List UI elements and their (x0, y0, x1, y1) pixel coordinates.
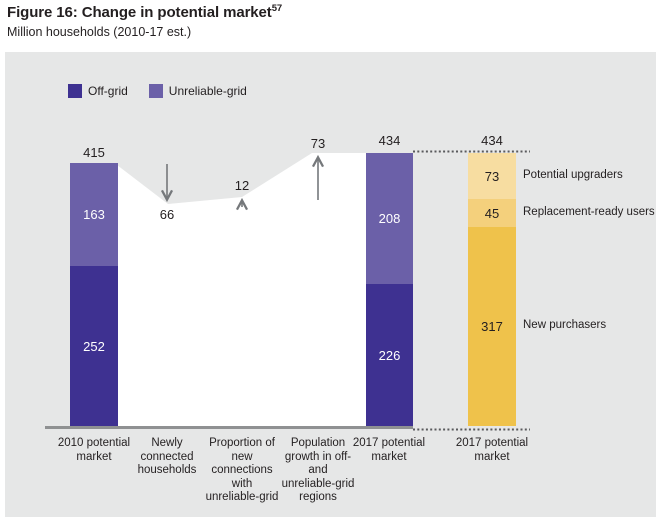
bar-2017-potential-market-grid: 208 226 (366, 153, 413, 426)
change-population-growth-value: 73 (310, 136, 326, 151)
figure-title: Figure 16: Change in potential market57 (7, 3, 282, 21)
legend: Off-grid Unreliable-grid (68, 84, 247, 98)
chart-canvas (45, 150, 530, 431)
label-new-purchasers: New purchasers (523, 319, 607, 331)
legend-item-off-grid: Off-grid (68, 84, 128, 98)
category-2010-potential-market: 2010 potential market (57, 437, 131, 463)
figure-header: Figure 16: Change in potential market57 … (7, 3, 282, 39)
legend-label-unreliable-grid: Unreliable-grid (168, 84, 247, 98)
category-newly-connected-households: Newly connected households (137, 437, 197, 476)
bar-2017-grid-total-label: 434 (378, 133, 401, 148)
bar-2017-customer-total-label: 434 (481, 133, 503, 148)
change-newly-connected-value: 66 (159, 207, 175, 222)
category-2017-potential-market-grid: 2017 potential market (352, 437, 426, 463)
category-2017-potential-market-customer: 2017 potential market (455, 437, 529, 463)
bar-2017-potential-market-customer: 73 45 317 (468, 153, 516, 426)
off-grid-swatch-icon (68, 84, 82, 98)
bar-2017-potential-upgraders-segment: 73 (468, 153, 516, 199)
bar-2010-unreliable-grid-segment: 163 (70, 163, 118, 266)
chart-panel: Off-grid Unreliable-grid 415 163 252 66 … (5, 52, 656, 517)
bar-2017-unreliable-grid-segment: 208 (366, 153, 413, 284)
legend-item-unreliable-grid: Unreliable-grid (148, 84, 247, 98)
bar-2010-off-grid-segment: 252 (70, 266, 118, 426)
bar-2017-new-purchasers-segment: 317 (468, 227, 516, 426)
bar-2010-total-label: 415 (83, 145, 105, 160)
legend-label-off-grid: Off-grid (88, 84, 128, 98)
figure-title-text: Figure 16: Change in potential market (7, 4, 272, 21)
label-potential-upgraders: Potential upgraders (523, 169, 623, 181)
label-replacement-ready-users: Replacement-ready users (523, 206, 655, 218)
category-population-growth: Population growth in off- and unreliable… (281, 437, 355, 503)
figure-subtitle: Million households (2010-17 est.) (7, 25, 192, 39)
bar-2017-replacement-ready-segment: 45 (468, 199, 516, 227)
figure-title-footnote: 57 (271, 3, 283, 14)
category-proportion-new-connections: Proportion of new connections with unrel… (205, 437, 279, 503)
bar-2017-off-grid-segment: 226 (366, 284, 413, 426)
waterfall-level-area (117, 153, 366, 427)
bar-2010-potential-market: 163 252 (70, 163, 118, 426)
change-new-connections-value: 12 (234, 178, 250, 193)
unreliable-grid-swatch-icon (148, 84, 163, 98)
